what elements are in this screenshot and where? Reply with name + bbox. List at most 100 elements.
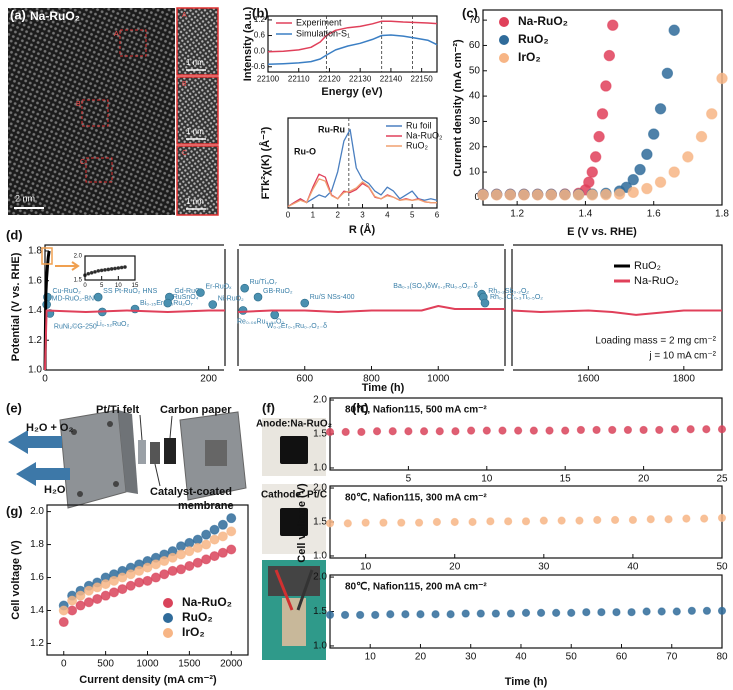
data-point (561, 426, 570, 435)
image-title: Na-RuO₂ (30, 9, 80, 23)
data-point (451, 427, 460, 436)
y-axis-label: Cell voltage (V) (296, 483, 308, 563)
x-tick-label: 22140 (380, 74, 403, 83)
data-point (668, 24, 680, 36)
data-point (702, 606, 712, 615)
y-tick-label: 30 (469, 116, 481, 127)
data-point (167, 552, 178, 563)
legend-label: RuO₂ (634, 260, 661, 272)
inset-image (176, 145, 219, 216)
x-tick-label: 0 (83, 283, 87, 289)
outlet-arrow (8, 430, 62, 454)
data-point (596, 108, 609, 120)
data-point (657, 607, 666, 616)
data-point (89, 270, 94, 275)
data-point (670, 425, 680, 434)
reference-label: Rh₀.₂Cr₀.₃Ti₀.₅O₂ (490, 294, 543, 301)
panel-label: (a) (10, 7, 26, 22)
data-point (648, 128, 660, 140)
data-point (450, 517, 459, 527)
x-tick-label: 1.6 (647, 209, 661, 220)
data-point (159, 556, 170, 567)
axis-frame (511, 244, 723, 371)
x-tick-label: 80 (716, 652, 728, 663)
x-tick-label: 1500 (178, 659, 201, 670)
data-point (176, 564, 186, 575)
legend-label: RuO₂ (518, 32, 549, 46)
scale-label: 2 nm (15, 193, 35, 203)
y-tick-label: 0 (474, 192, 480, 203)
series-line (43, 250, 51, 371)
axis-break (504, 366, 513, 374)
x-axis-label: R (Å) (349, 223, 376, 236)
data-point (572, 189, 585, 201)
data-point (100, 579, 111, 590)
y-tick-label: 2.0 (313, 395, 327, 406)
x-tick-label: 22100 (257, 74, 280, 83)
y-tick-label: 2.0 (74, 254, 83, 260)
data-point (209, 551, 220, 562)
x-tick-label: 10 (365, 652, 377, 663)
data-point (627, 608, 636, 617)
x-tick-label: 5 (410, 210, 415, 219)
data-point (700, 514, 709, 523)
reference-label: Cu-RuO₂ (52, 288, 81, 295)
data-point (340, 610, 350, 620)
data-point (325, 427, 335, 437)
y-tick-label: 1.2 (30, 638, 44, 649)
data-point (192, 557, 203, 568)
x-tick-label: 500 (97, 659, 114, 670)
data-point (361, 518, 370, 527)
data-point (536, 608, 546, 617)
data-point (134, 577, 145, 588)
data-point (646, 515, 655, 524)
stem-image (8, 8, 175, 215)
label: Pt/Ti felt (96, 404, 140, 416)
y-axis-label: FTk²χ(K) (Å⁻³) (259, 126, 272, 199)
data-point (150, 572, 161, 583)
data-point (552, 608, 561, 617)
y-tick-label: 1.6 (28, 275, 42, 286)
label: Catalyst-coated (150, 486, 232, 498)
y-tick-label: 1.8 (30, 539, 44, 550)
y-tick-label: 1.5 (313, 429, 327, 440)
data-point (654, 103, 667, 115)
reference-label: Rh₀.₂Sb₀.₂O₂ (488, 288, 529, 295)
panel-label: (c) (462, 5, 478, 20)
x-tick-label: 0 (61, 659, 67, 670)
bolt (107, 421, 113, 427)
data-point (506, 609, 516, 618)
data-point (401, 610, 410, 619)
leader (169, 415, 173, 439)
y-tick-label: 2.0 (313, 572, 327, 583)
x-tick-label: 6 (435, 210, 440, 219)
data-point (372, 427, 382, 436)
data-point (92, 593, 103, 604)
data-point (639, 425, 648, 435)
legend-label: Na-RuO₂ (634, 275, 679, 287)
axis-break (504, 241, 513, 249)
data-point (58, 617, 69, 628)
data-point (379, 518, 388, 527)
axis-break (224, 241, 239, 249)
data-point (642, 607, 651, 616)
reference-label: GB-RuO₂ (263, 288, 293, 295)
data-point (467, 426, 476, 435)
reference-point (253, 292, 263, 302)
data-point (357, 427, 366, 437)
data-point (176, 549, 186, 560)
x-tick-label: 1.8 (715, 209, 729, 220)
data-point (592, 425, 601, 435)
axis-frame (84, 255, 136, 281)
x-tick-label: 1.4 (578, 209, 592, 220)
y-tick-label: 1.0 (313, 463, 327, 474)
y-tick-label: 1.2 (28, 335, 42, 346)
data-point (217, 547, 228, 558)
data-point (612, 608, 621, 617)
reference-point (240, 283, 249, 293)
data-point (217, 519, 228, 530)
panel-label: (e) (6, 400, 22, 415)
x-tick-label: 3 (360, 210, 365, 219)
leader (154, 463, 161, 487)
x-tick-label: 50 (716, 562, 728, 573)
